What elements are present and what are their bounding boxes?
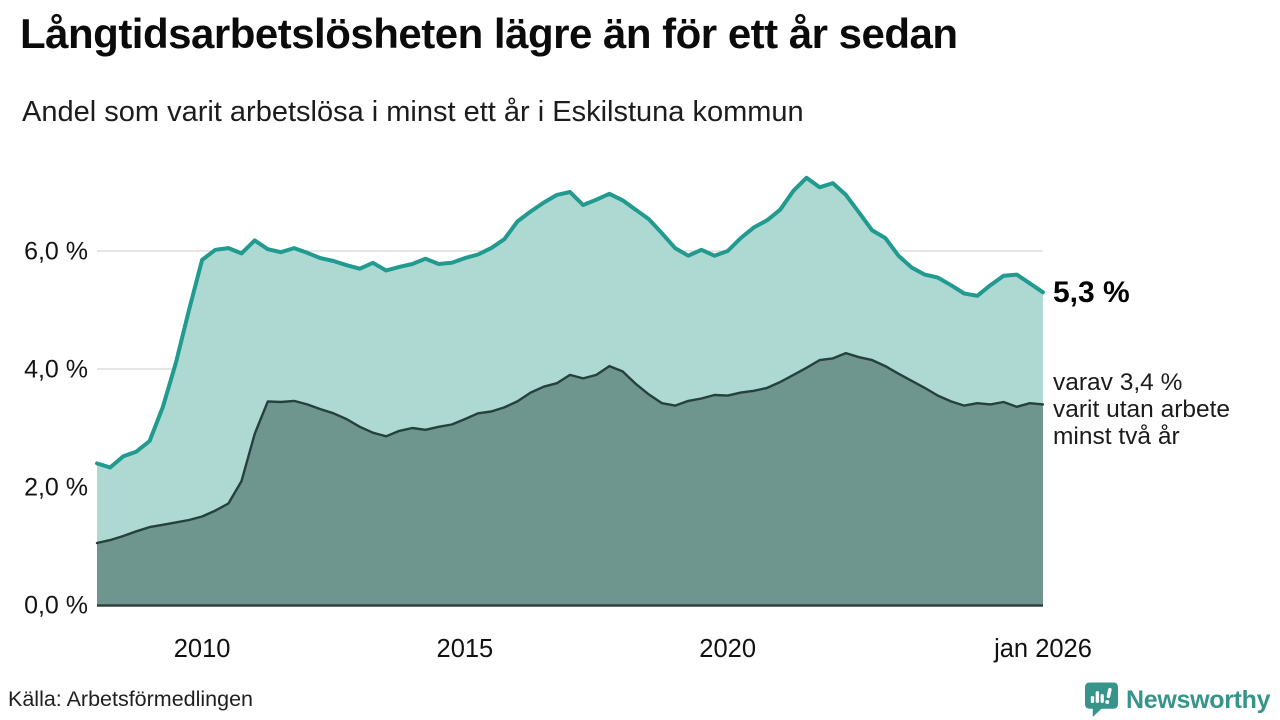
series-line-0 xyxy=(95,175,1045,470)
page-subtitle: Andel som varit arbetslösa i minst ett å… xyxy=(22,96,804,128)
two-year-annotation-line1: varav 3,4 % xyxy=(1053,369,1183,396)
y-axis-tick-label: 2,0 % xyxy=(24,474,88,502)
x-axis-tick-label: 2020 xyxy=(699,635,756,663)
x-axis-tick-label: jan 2026 xyxy=(993,635,1092,663)
series-area-1 xyxy=(97,353,1043,605)
page-title: Långtidsarbetslösheten lägre än för ett … xyxy=(20,10,958,57)
x-axis-tick-label: 2015 xyxy=(437,635,494,663)
two-year-annotation: varav 3,4 % varit utan arbete minst två … xyxy=(1053,369,1230,450)
y-axis-tick-label: 6,0 % xyxy=(24,238,88,266)
series-line-1 xyxy=(95,351,1045,545)
latest-total-value-label: 5,3 % xyxy=(1053,276,1130,309)
source-note: Källa: Arbetsförmedlingen xyxy=(8,687,254,711)
y-axis-tick-label: 0,0 % xyxy=(24,592,88,620)
two-year-annotation-line2: varit utan arbete xyxy=(1053,396,1231,423)
x-axis-tick-label: 2010 xyxy=(174,635,231,663)
two-year-annotation-line3: minst två år xyxy=(1053,423,1180,450)
newsworthy-wordmark: Newsworthy xyxy=(1126,685,1271,714)
newsworthy-speech-bubble-icon xyxy=(1084,682,1119,718)
newsworthy-logo: Newsworthy xyxy=(1084,681,1271,719)
y-axis-tick-label: 4,0 % xyxy=(24,356,88,384)
